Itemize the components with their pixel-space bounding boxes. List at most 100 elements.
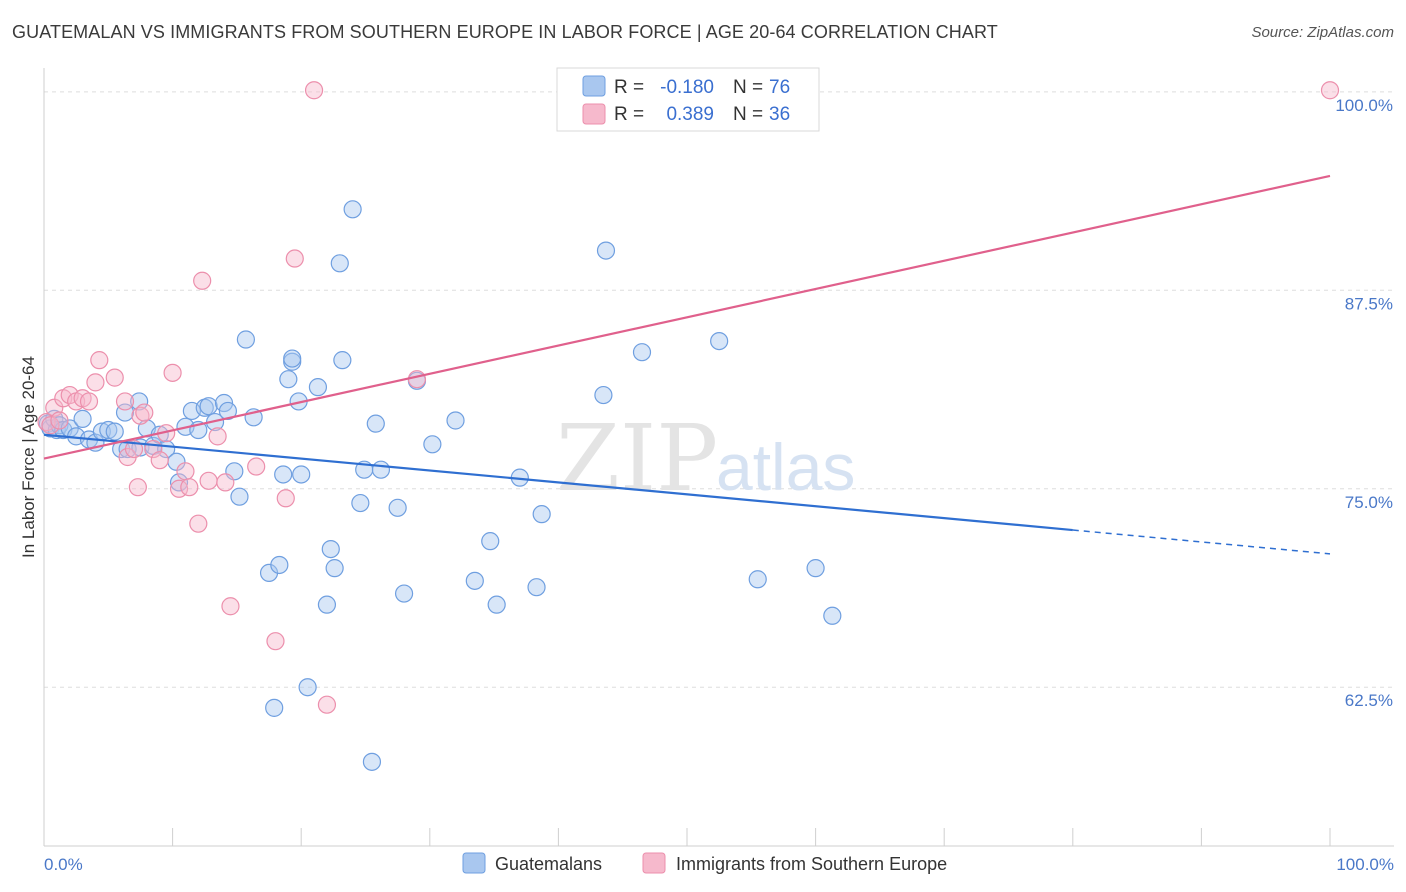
x-tick-label-100: 100.0% [1336, 855, 1394, 874]
immigrants-point-19 [150, 451, 169, 470]
guatemalans-point-58 [371, 460, 391, 479]
guatemalans-point-59 [388, 498, 407, 517]
legend-r-label-1: R = [614, 77, 644, 98]
immigrants-point-37 [407, 370, 427, 389]
guatemalans-point-51 [330, 254, 349, 273]
guatemalans-point-70 [594, 385, 613, 405]
immigrants-point-24 [180, 478, 199, 497]
legend-n-label-2: N = [733, 104, 763, 125]
bottom-legend-label-guatemalans: Guatemalans [495, 854, 602, 874]
y-tick-label-0: 62.5% [1345, 691, 1393, 710]
guatemalans-point-72 [632, 343, 652, 362]
guatemalans-point-53 [343, 200, 362, 219]
guatemalans-point-60 [394, 584, 414, 603]
guatemalans-point-48 [317, 595, 337, 614]
immigrants-point-26 [193, 271, 212, 290]
guatemalans-point-47 [308, 378, 328, 397]
immigrants-point-3 [50, 411, 69, 430]
immigrants-point-34 [285, 249, 304, 268]
axes [43, 68, 1394, 847]
x-ticks [43, 828, 1331, 846]
guatemalans-trend-line [43, 433, 1073, 532]
bottom-legend-swatch-immigrants [642, 852, 666, 874]
guatemalans-point-34 [230, 487, 249, 506]
guatemalans-point-12 [99, 420, 118, 440]
bottom-legend-label-immigrants: Immigrants from Southern Europe [676, 854, 947, 874]
legend-r-label-2: R = [614, 104, 644, 125]
legend-n-label-1: N = [733, 77, 763, 98]
immigrants-point-9 [86, 373, 105, 392]
immigrants-point-12 [115, 392, 135, 411]
immigrants-point-29 [216, 473, 235, 492]
guatemalans-trend-extension [1072, 529, 1331, 555]
legend-swatch-blue [582, 75, 606, 97]
grid-lines [44, 91, 1394, 688]
guatemalans-point-24 [169, 473, 189, 492]
guatemalans-point-62 [423, 435, 442, 454]
guatemalans-point-40 [274, 465, 293, 484]
immigrants-point-35 [304, 81, 324, 100]
legend-n-value-2: 36 [769, 104, 790, 125]
guatemalans-point-8 [73, 409, 92, 428]
y-axis-label: In Labor Force | Age 20-64 [19, 356, 38, 558]
immigrants-point-38 [1320, 81, 1340, 100]
bottom-legend-swatch-guatemalans [462, 852, 486, 874]
guatemalans-point-49 [321, 539, 340, 559]
guatemalans-point-65 [481, 532, 500, 551]
guatemalans-point-54 [351, 493, 370, 513]
guatemalans-point-29 [199, 397, 218, 416]
y-tick-labels: 62.5% 75.0% 87.5% 100.0% [1335, 96, 1393, 710]
legend-r-value-1: -0.180 [660, 77, 714, 98]
immigrants-point-8 [79, 392, 99, 411]
x-tick-label-0: 0.0% [44, 855, 83, 874]
immigrants-point-10 [90, 351, 109, 370]
guatemalans-point-46 [298, 678, 317, 697]
immigrants-point-31 [247, 457, 266, 476]
guatemalans-point-57 [366, 414, 385, 433]
guatemalans-point-56 [362, 752, 382, 771]
guatemalans-point-74 [748, 570, 767, 589]
watermark-atlas: atlas [716, 430, 855, 504]
y-tick-label-1: 75.0% [1345, 493, 1393, 512]
immigrants-trend-line [43, 174, 1331, 460]
guatemalans-point-66 [487, 595, 506, 614]
guatemalans-point-52 [333, 351, 352, 370]
chart-title: GUATEMALAN VS IMMIGRANTS FROM SOUTHERN E… [12, 22, 998, 42]
guatemalans-point-39 [270, 555, 289, 575]
immigrants-point-17 [128, 478, 147, 497]
source-label: Source: ZipAtlas.com [1251, 24, 1394, 41]
immigrants-point-28 [208, 427, 227, 446]
immigrants-point-30 [221, 597, 240, 616]
guatemalans-point-64 [465, 571, 484, 590]
immigrants-point-27 [199, 471, 218, 490]
guatemalans-point-38 [265, 698, 284, 717]
y-tick-label-3: 100.0% [1335, 96, 1393, 115]
immigrants-point-33 [276, 489, 295, 508]
series-legend: Guatemalans Immigrants from Southern Eur… [462, 852, 947, 874]
legend-r-value-2: 0.389 [666, 104, 714, 125]
guatemalans-point-50 [325, 559, 344, 578]
guatemalans-point-69 [532, 505, 551, 524]
guatemalans-point-73 [710, 331, 729, 351]
guatemalans-point-32 [218, 401, 237, 421]
correlation-legend: R = -0.180 N = 76 R = 0.389 N = 36 [556, 67, 820, 132]
guatemalans-point-35 [236, 330, 256, 349]
legend-n-value-1: 76 [769, 77, 790, 98]
guatemalans-point-20 [130, 392, 149, 411]
guatemalans-point-13 [105, 422, 124, 441]
immigrants-point-14 [124, 439, 144, 459]
guatemalans-point-75 [806, 559, 825, 578]
immigrants-point-32 [266, 632, 285, 651]
guatemalans-point-76 [823, 606, 842, 625]
guatemalans-point-68 [527, 578, 546, 597]
guatemalans-point-43 [283, 349, 302, 368]
guatemalans-point-45 [292, 465, 311, 484]
guatemalans-point-63 [446, 411, 465, 430]
immigrants-southern-europe-points [37, 81, 1340, 714]
immigrants-point-21 [163, 363, 182, 382]
y-tick-label-2: 87.5% [1345, 294, 1393, 313]
immigrants-point-11 [105, 368, 124, 387]
immigrants-point-23 [176, 462, 195, 481]
guatemalans-point-71 [596, 241, 616, 260]
